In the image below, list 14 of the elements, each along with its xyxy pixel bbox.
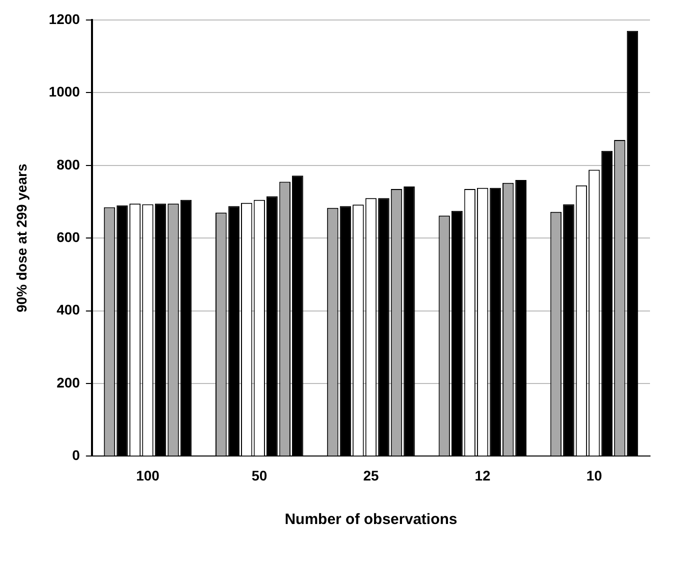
- y-axis-title: 90% dose at 299 years: [13, 164, 30, 312]
- y-tick-label: 1200: [48, 10, 80, 27]
- y-tick-label: 800: [56, 156, 80, 172]
- y-tick-label: 200: [56, 374, 80, 390]
- x-tick-label: 25: [363, 467, 379, 484]
- y-tick-label: 0: [72, 447, 80, 464]
- x-axis-title: Number of observations: [284, 511, 458, 528]
- x-tick-label: 12: [474, 467, 491, 484]
- y-tick-label: 400: [56, 302, 80, 318]
- x-tick-label: 10: [586, 467, 602, 484]
- x-tick-label: 100: [136, 467, 160, 484]
- y-tick-label: 1000: [48, 84, 80, 100]
- x-tick-label: 50: [252, 467, 268, 484]
- y-tick-label: 600: [56, 228, 80, 245]
